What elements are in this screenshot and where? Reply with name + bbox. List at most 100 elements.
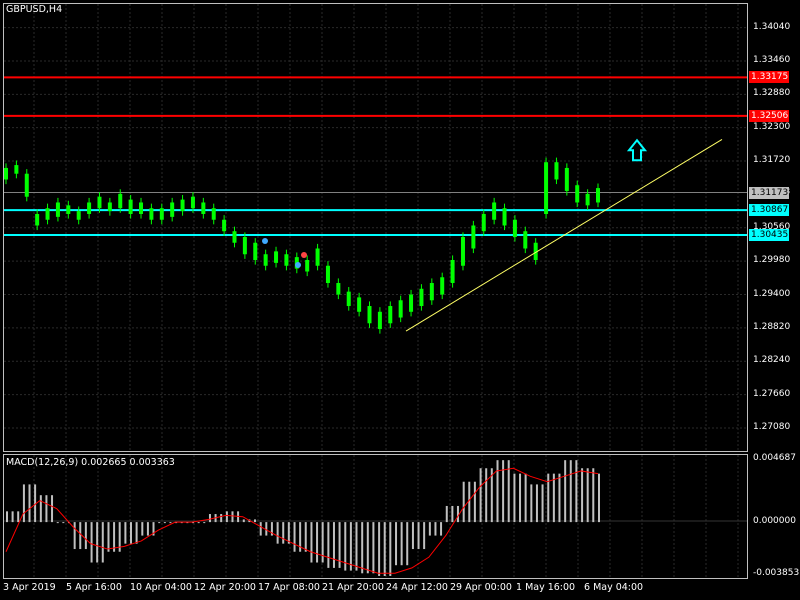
price-bar-body: [24, 173, 29, 197]
macd-bar: [242, 519, 245, 523]
macd-bar: [254, 519, 256, 523]
trade-signal-icons: [262, 238, 307, 268]
horizontal-level-lines[interactable]: [4, 76, 747, 236]
macd-bar: [192, 522, 195, 524]
price-bar-body: [211, 208, 216, 220]
macd-bar: [428, 522, 431, 536]
macd-bar: [541, 484, 544, 523]
macd-bar: [440, 522, 443, 536]
macd-bar: [17, 511, 20, 523]
price-tick-label: 1.28820: [753, 321, 791, 332]
macd-bar: [598, 473, 600, 523]
macd-bar: [293, 522, 296, 552]
macd-bar: [276, 522, 279, 544]
macd-bar: [344, 522, 347, 571]
price-bar-body: [346, 291, 351, 307]
macd-bar: [395, 522, 398, 566]
price-tick-label: 1.33460: [753, 54, 791, 65]
macd-bar: [581, 468, 584, 523]
price-bar-body: [284, 254, 289, 266]
price-bar-body: [367, 306, 372, 324]
price-bar-body: [14, 165, 19, 174]
time-tick-label: 24 Apr 12:00: [386, 582, 448, 593]
price-bar-body: [242, 236, 247, 255]
macd-bar: [304, 522, 307, 552]
macd-bar: [107, 522, 110, 552]
time-tick-label: 3 Apr 2019: [3, 582, 56, 593]
macd-bar: [6, 511, 8, 523]
macd-bar: [338, 522, 341, 568]
price-bar-body: [419, 288, 424, 307]
price-bar-body: [315, 248, 320, 266]
price-bar-body: [87, 202, 92, 214]
price-bar-body: [512, 219, 517, 237]
price-bar-body: [305, 260, 310, 272]
price-bar-body: [4, 167, 8, 180]
macd-tick-label: 0.004687: [753, 453, 796, 463]
price-bar-body: [450, 260, 455, 284]
time-tick-label: 6 May 04:00: [584, 582, 644, 593]
macd-bar: [203, 522, 206, 524]
price-bar-body: [149, 208, 154, 220]
price-bar-body: [554, 162, 559, 180]
price-bar-body: [325, 265, 330, 284]
price-tick-label: 1.27660: [753, 388, 791, 399]
macd-bar: [530, 484, 533, 523]
price-bar-body: [253, 242, 258, 261]
price-tick-label: 1.32880: [753, 88, 791, 99]
macd-bar: [524, 473, 527, 523]
macd-bar: [79, 522, 82, 550]
macd-bar: [547, 473, 550, 523]
macd-bar: [564, 460, 567, 523]
price-level-tag: 1.33175: [749, 71, 789, 84]
price-bar-body: [564, 167, 569, 191]
macd-bar: [73, 522, 76, 550]
macd-bar: [11, 511, 14, 523]
price-bar-body: [471, 225, 476, 249]
macd-bar: [51, 495, 54, 523]
macd-bar: [225, 511, 228, 523]
price-tick-label: 1.34040: [753, 21, 791, 32]
price-bar-body: [128, 199, 133, 214]
macd-bar: [135, 522, 138, 544]
grid-lines: [4, 4, 747, 578]
macd-bar: [316, 522, 319, 563]
macd-bar: [265, 522, 268, 536]
macd-bar: [158, 522, 161, 524]
price-bar-body: [170, 202, 175, 217]
macd-bar: [39, 495, 42, 523]
price-bar-body: [159, 208, 164, 220]
price-bar-body: [139, 202, 144, 214]
chart-title: GBPUSD,H4: [6, 4, 63, 15]
macd-bar: [231, 511, 234, 523]
price-level-tag: 1.32506: [749, 109, 789, 122]
macd-bar: [445, 505, 448, 523]
trend-line[interactable]: [405, 139, 723, 332]
price-bar-body: [460, 236, 465, 266]
price-bar-body: [222, 219, 227, 232]
price-level-tag: 1.30435: [749, 228, 789, 241]
macd-bar: [355, 522, 358, 571]
price-bar-body: [481, 213, 486, 232]
price-level-tag: 1.30867: [749, 204, 789, 217]
macd-bar: [299, 522, 302, 552]
time-tick-label: 1 May 16:00: [516, 582, 576, 593]
price-bar-body: [66, 205, 71, 214]
macd-bar: [479, 468, 482, 523]
macd-bar: [259, 522, 262, 536]
price-bar-body: [429, 283, 434, 301]
price-bar-body: [585, 193, 590, 206]
macd-bar: [378, 522, 381, 576]
price-tick-label: 1.29980: [753, 255, 791, 266]
macd-bar: [101, 522, 104, 563]
time-tick-label: 12 Apr 20:00: [194, 582, 256, 593]
macd-bar: [411, 522, 414, 550]
macd-bar: [62, 522, 65, 524]
time-tick-label: 29 Apr 00:00: [450, 582, 512, 593]
macd-bar: [282, 522, 285, 544]
price-tick-label: 1.30560: [753, 221, 791, 232]
price-level-tag: 1.31173: [749, 186, 789, 199]
up-arrow-icon[interactable]: [626, 138, 648, 162]
macd-histogram: [6, 460, 600, 576]
